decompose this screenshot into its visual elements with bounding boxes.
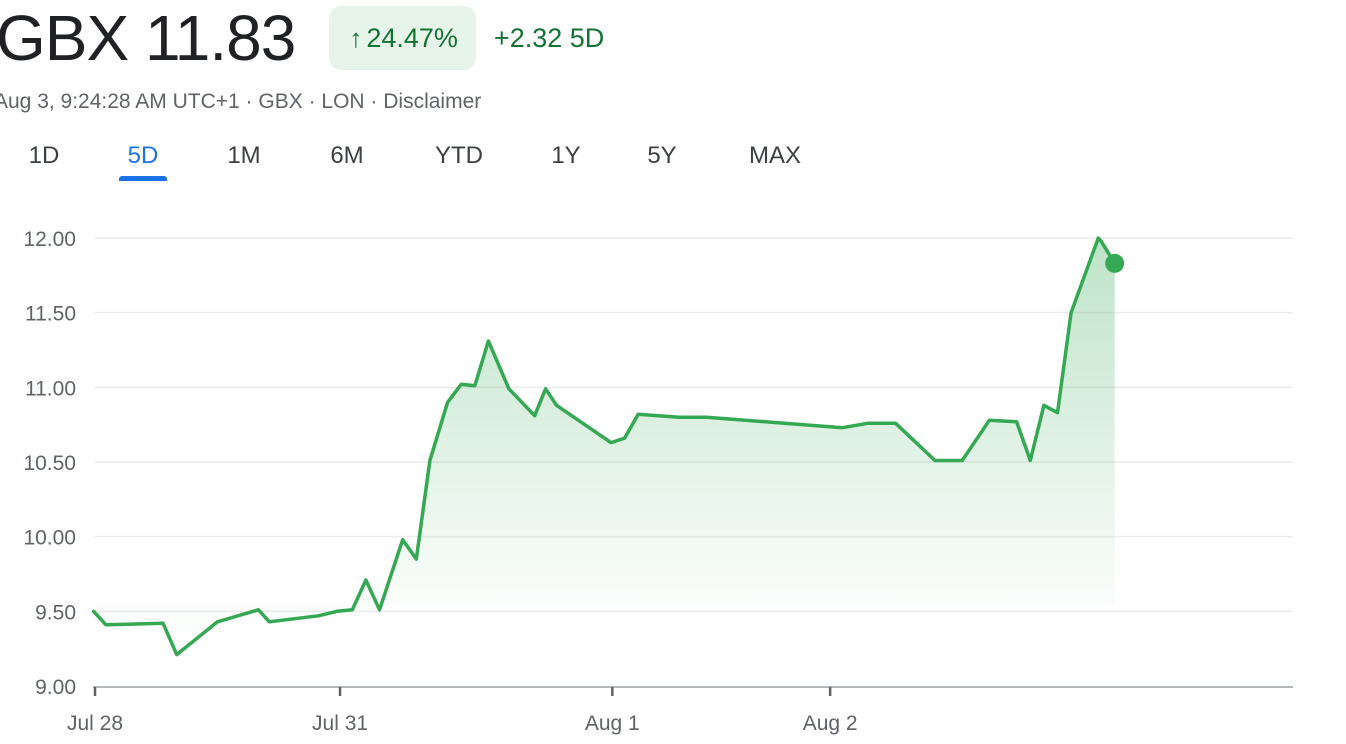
last-price-dot	[1105, 253, 1125, 273]
tab-5y[interactable]: 5Y	[647, 142, 677, 169]
x-tick-label: Aug 2	[803, 712, 858, 735]
tab-5d[interactable]: 5D	[127, 142, 159, 169]
absolute-change: +2.32 5D	[493, 22, 605, 53]
active-tab-indicator	[119, 176, 167, 181]
y-tick-label: 10.50	[23, 452, 76, 475]
x-tick-label: Jul 31	[312, 712, 368, 735]
tab-1y[interactable]: 1Y	[551, 142, 581, 169]
tab-6m[interactable]: 6M	[330, 142, 364, 169]
percent-change-value: 24.47%	[366, 22, 458, 53]
tab-1d[interactable]: 1D	[28, 142, 60, 169]
current-price: GBX 11.83	[0, 2, 296, 74]
tab-max[interactable]: MAX	[748, 142, 802, 169]
x-tick-label: Jul 28	[67, 712, 123, 735]
y-tick-label: 9.50	[35, 601, 76, 624]
y-tick-label: 10.00	[23, 527, 76, 550]
y-tick-label: 12.00	[23, 228, 76, 251]
y-tick-label: 11.00	[25, 377, 76, 400]
percent-change-badge: ↑ 24.47%	[329, 6, 476, 70]
price-line	[91, 236, 1117, 657]
quote-header: GBX 11.83 ↑ 24.47% +2.32 5D	[0, 2, 604, 74]
arrow-up-icon: ↑	[349, 22, 363, 53]
y-tick-label: 11.50	[25, 303, 76, 326]
tab-ytd[interactable]: YTD	[435, 142, 483, 169]
x-tick-label: Aug 1	[585, 712, 640, 735]
price-area-fill	[93, 238, 1115, 655]
quote-meta: Aug 3, 9:24:28 AM UTC+1 · GBX · LON · Di…	[0, 90, 482, 113]
range-tabs: 1D 5D 1M 6M YTD 1Y 5Y MAX	[0, 138, 900, 184]
tab-1m[interactable]: 1M	[227, 142, 261, 169]
y-tick-label: 9.00	[35, 676, 76, 699]
